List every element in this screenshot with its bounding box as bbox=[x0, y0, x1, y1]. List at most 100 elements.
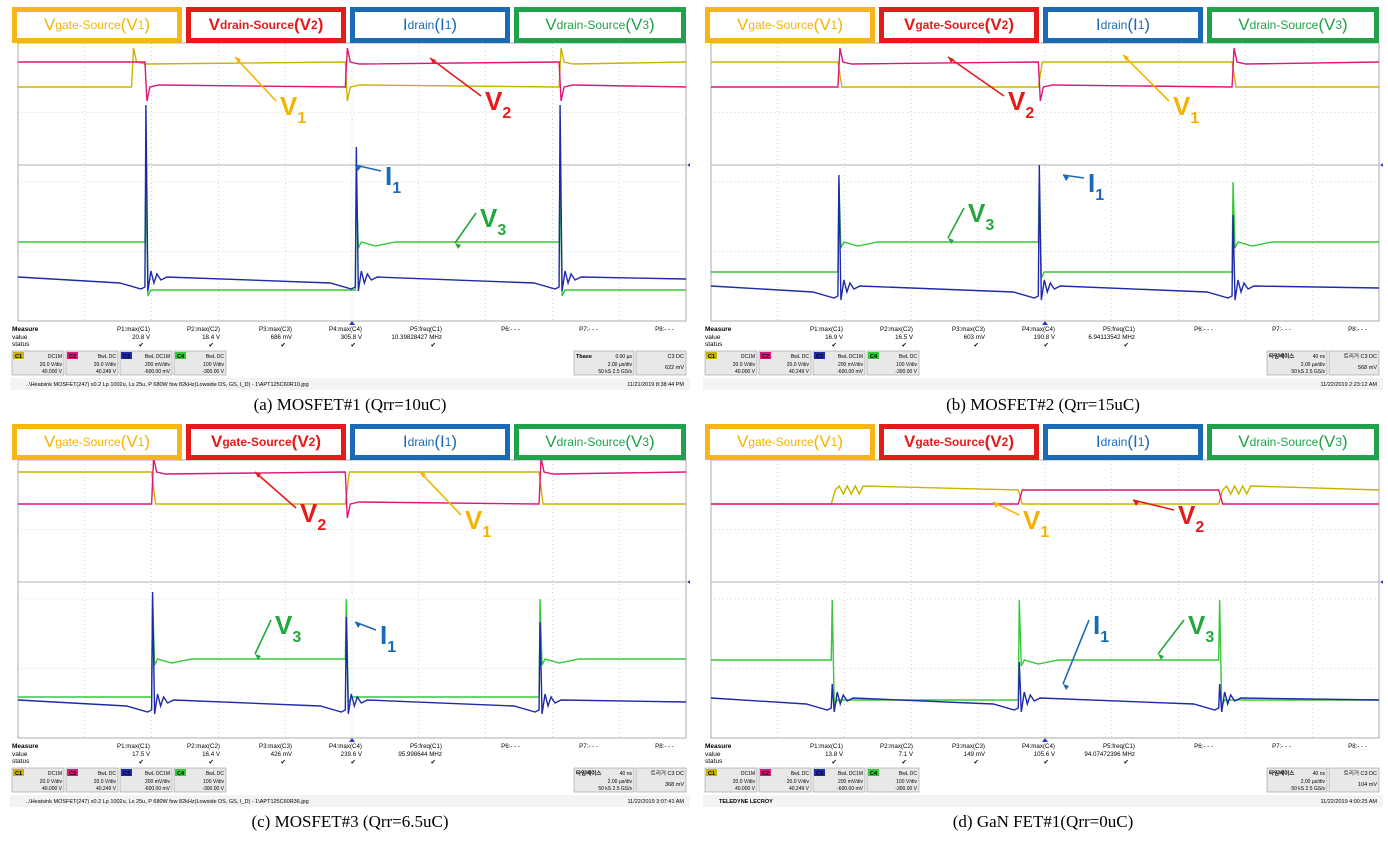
header-subscript: drain bbox=[1100, 18, 1128, 32]
header-text: I bbox=[402, 15, 408, 34]
header-text: (V bbox=[984, 15, 1002, 34]
measure-param-value: 603 mV bbox=[964, 334, 986, 341]
measure-param-value: 6.94113542 MHz bbox=[1088, 334, 1135, 341]
measure-row-label: status bbox=[705, 758, 723, 765]
measure-param-name: P6:- - - bbox=[1194, 326, 1213, 333]
channel-mode: BwL DC bbox=[899, 771, 918, 777]
header-subscript: gate-Source bbox=[55, 18, 121, 32]
trace-i1 bbox=[17, 591, 687, 715]
channel-mode: BwL DC bbox=[791, 354, 810, 360]
timebase-title: 타임베이스 bbox=[576, 769, 601, 777]
channel-id: C1 bbox=[15, 771, 22, 777]
header-text: V bbox=[545, 15, 557, 34]
measure-param-name: P4:max(C4) bbox=[329, 743, 362, 750]
measure-param-value: 149 mV bbox=[964, 751, 986, 758]
trace-v3 bbox=[711, 599, 1379, 707]
channel-swatch bbox=[175, 352, 186, 359]
trace-v1 bbox=[18, 47, 687, 102]
channel-scale: 200 mV/div bbox=[838, 779, 864, 785]
channel-swatch bbox=[868, 352, 879, 359]
label-arrow bbox=[1157, 619, 1185, 655]
timebase-rate: 50 kS 2.5 GS/s bbox=[1291, 369, 1325, 375]
label-arrowhead bbox=[1063, 175, 1069, 181]
channel-id: C4 bbox=[870, 771, 878, 777]
label-arrowhead bbox=[1063, 684, 1069, 690]
channel-swatch bbox=[13, 352, 24, 359]
channel-mode: BwL DC bbox=[899, 354, 918, 360]
label-arrow bbox=[254, 471, 297, 509]
channel-swatch bbox=[706, 352, 717, 359]
measure-param-name: P2:max(C2) bbox=[880, 326, 913, 333]
label-arrowhead bbox=[430, 58, 436, 64]
channel-offset: -300.00 V bbox=[895, 369, 917, 375]
channel-id: C4 bbox=[177, 354, 185, 360]
channel-scale: 200 mV/div bbox=[145, 362, 171, 368]
footer-timestamp: 11/22/2019 2:23:12 AM bbox=[1321, 382, 1378, 388]
timebase-scale: 2.00 µs/div bbox=[608, 779, 633, 785]
channel-id: C2 bbox=[69, 771, 76, 777]
channel-id: C3 bbox=[123, 771, 130, 777]
header-subscript: 1 bbox=[830, 18, 838, 32]
measure-param-name: P4:max(C4) bbox=[1022, 326, 1055, 333]
channel-scale: 20.0 V/div bbox=[733, 779, 756, 785]
channel-mode: BwL DC bbox=[791, 771, 810, 777]
status-check-icon: ✔ bbox=[902, 342, 908, 349]
footer-bar bbox=[10, 378, 690, 390]
header-text: ) bbox=[451, 15, 458, 34]
channel-swatch bbox=[814, 352, 825, 359]
channel-offset: -300.00 V bbox=[202, 786, 224, 792]
header-subscript: 1 bbox=[830, 435, 838, 449]
channel-scale: 100 V/div bbox=[896, 362, 917, 368]
timebase-title: 타임베이스 bbox=[1269, 769, 1294, 777]
trigger-marker bbox=[687, 163, 690, 167]
label-arrow bbox=[354, 164, 382, 172]
footer-path: TELEDYNE LECROY bbox=[719, 799, 773, 805]
header-subscript: 3 bbox=[1335, 18, 1343, 32]
channel-mode: DC1M bbox=[48, 771, 62, 777]
channel-scale: 20.0 V/div bbox=[787, 362, 810, 368]
channel-mode: DC1M bbox=[741, 354, 755, 360]
header-subscript: drain-Source bbox=[1249, 435, 1319, 449]
channel-swatch bbox=[868, 769, 879, 776]
channel-offset: 40.000 V bbox=[42, 369, 63, 375]
measure-row-label: status bbox=[12, 341, 30, 348]
status-check-icon: ✔ bbox=[1124, 342, 1130, 349]
trace-v2 bbox=[711, 47, 1380, 102]
measure-param-name: P7:- - - bbox=[1272, 743, 1291, 750]
label-arrowhead bbox=[255, 654, 261, 660]
timebase-scale: 2.00 µs/div bbox=[1301, 779, 1326, 785]
header-subscript: gate-Source bbox=[748, 18, 814, 32]
header-text: V bbox=[208, 15, 220, 34]
channel-offset: 40.249 V bbox=[789, 786, 810, 792]
channel-offset: -600.00 mV bbox=[144, 786, 171, 792]
channel-mode: BwL DC1M bbox=[145, 771, 170, 777]
channel-scale: 100 V/div bbox=[203, 779, 224, 785]
measure-param-name: P5:freq(C1) bbox=[410, 326, 442, 333]
status-check-icon: ✔ bbox=[902, 759, 908, 766]
label-arrow bbox=[419, 471, 462, 516]
channel-id: C1 bbox=[708, 771, 715, 777]
label-arrow bbox=[1062, 174, 1085, 179]
trigger-level: 568 mV bbox=[1358, 365, 1377, 371]
status-check-icon: ✔ bbox=[281, 759, 287, 766]
measure-param-name: P1:max(C1) bbox=[117, 326, 150, 333]
measure-param-name: P1:max(C1) bbox=[810, 326, 843, 333]
status-check-icon: ✔ bbox=[1044, 342, 1050, 349]
measure-title: Measure bbox=[705, 326, 732, 333]
status-check-icon: ✔ bbox=[351, 342, 357, 349]
channel-mode: BwL DC1M bbox=[838, 354, 863, 360]
label-arrowhead bbox=[993, 502, 999, 508]
header-text: V bbox=[1238, 432, 1250, 451]
measure-row-label: value bbox=[12, 751, 28, 758]
trace-v2 bbox=[711, 489, 1379, 505]
channel-swatch bbox=[175, 769, 186, 776]
header-text: I bbox=[1095, 15, 1101, 34]
channel-swatch bbox=[706, 769, 717, 776]
header-text: V bbox=[903, 432, 916, 451]
measure-param-value: 16.4 V bbox=[202, 751, 221, 758]
